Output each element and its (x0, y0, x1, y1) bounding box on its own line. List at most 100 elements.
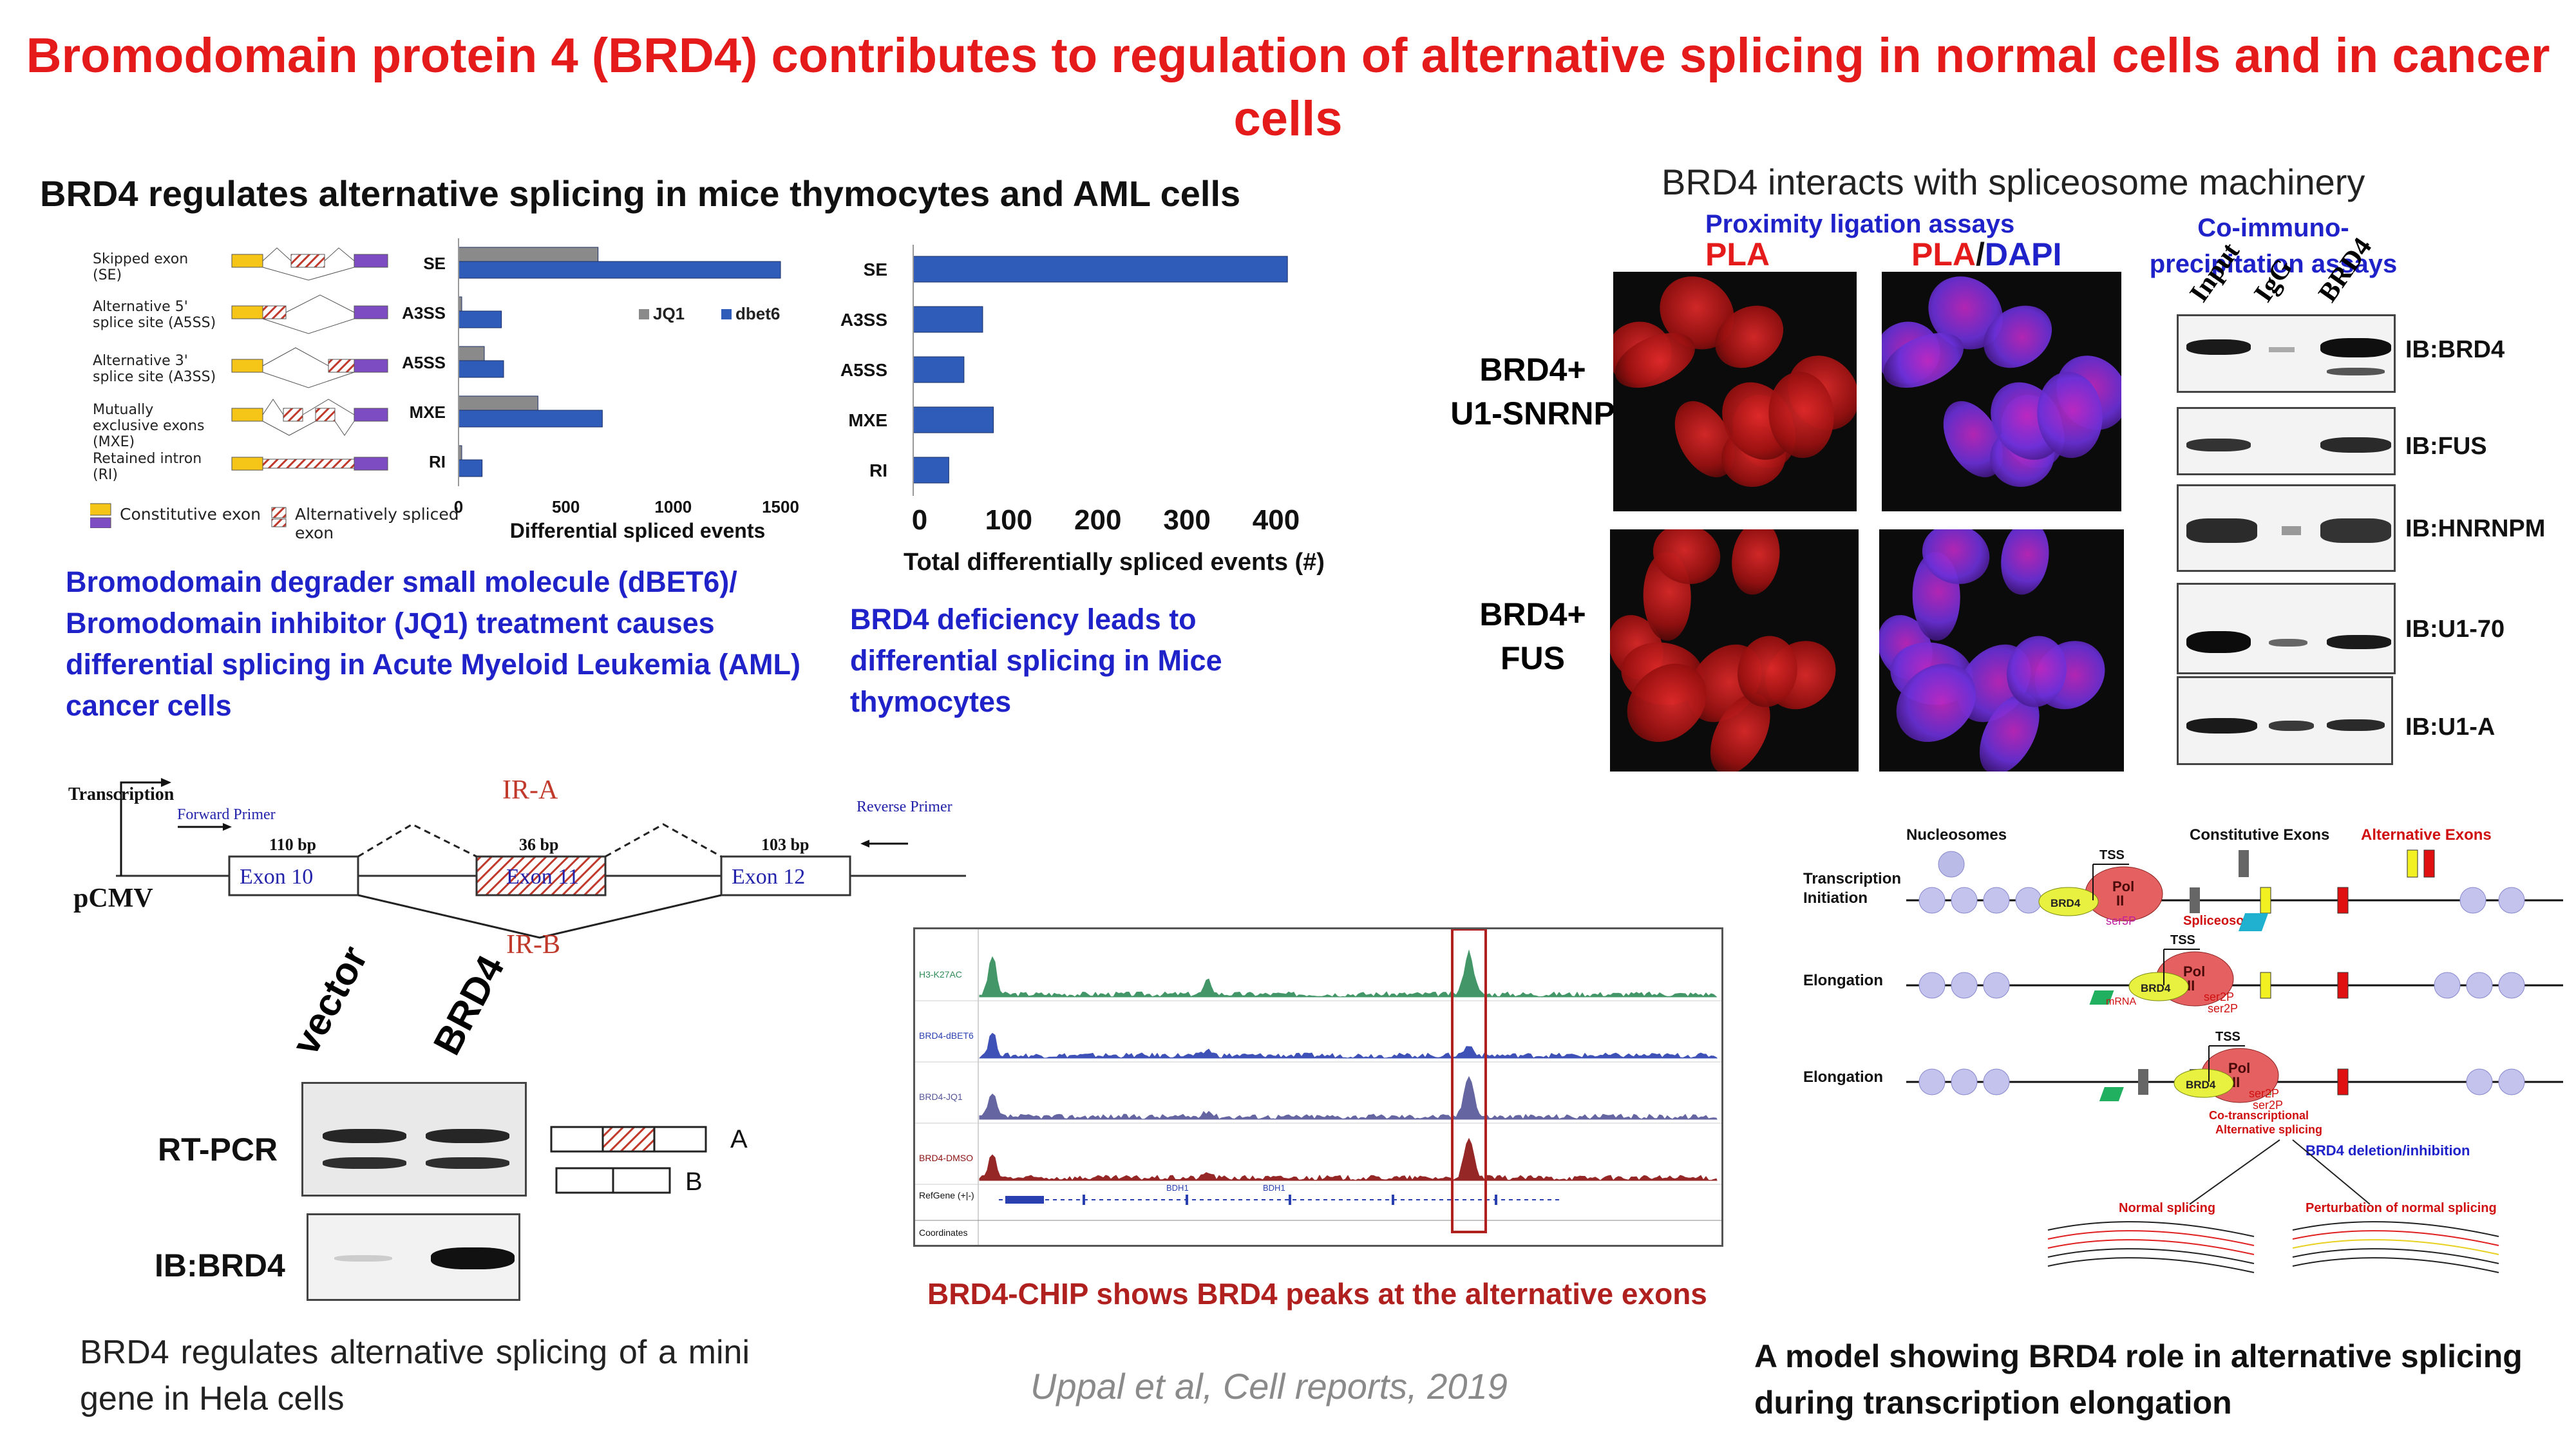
thymocyte-bar-a5ss (913, 356, 965, 383)
thymocyte-bar-se (913, 256, 1288, 283)
chip-gene-exon (1495, 1195, 1497, 1205)
brd4-protein (2128, 972, 2189, 1001)
nucleosome (2015, 887, 2042, 914)
aml-x-tick: 1000 (654, 497, 692, 516)
nucleosome (2434, 972, 2461, 999)
chip-gene-exon (1005, 1196, 1044, 1204)
thymocyte-x-tick: 100 (985, 504, 1032, 536)
aml-caption: Bromodomain degrader small molecule (dBE… (66, 565, 800, 722)
minigene-reverse-primer: Reverse Primer (857, 799, 952, 815)
chip-peak-highlight (1451, 928, 1487, 1233)
thymocyte-x-tick: 200 (1074, 504, 1121, 536)
event-type-mxe: Mutually exclusive exons (MXE) (93, 402, 205, 450)
chip-gene-exon (1289, 1195, 1291, 1205)
ser2p-label: ser2P (2249, 1087, 2279, 1100)
tss-label: TSS (2099, 848, 2125, 862)
ser5p-label: ser5P (2106, 914, 2136, 927)
pol-ii-label: II (2116, 893, 2124, 909)
aml-section-heading: BRD4 regulates alternative splicing in m… (40, 173, 1241, 214)
aml-chart-xlabel: Differential spliced events (510, 519, 766, 542)
model-constitutive-label: Constitutive Exons (2190, 826, 2329, 844)
ib-fus-label: IB:FUS (2405, 433, 2487, 460)
mrna-strand (2047, 1257, 2255, 1273)
event-type-legend: Skipped exon (SE) Alternative 5' splice … (90, 245, 459, 542)
mrna-strand (2292, 1257, 2499, 1273)
mrna-strand (2292, 1239, 2499, 1255)
nucleosome (1951, 1068, 1978, 1095)
lane-brd4-minigene: BRD4 (424, 948, 513, 1062)
model-caption: A model showing BRD4 role in alternative… (1754, 1338, 2523, 1421)
pla-image-fus-dapi (1879, 529, 2124, 772)
alternative-exon (2337, 887, 2349, 914)
coip-blot-hnrnpm (2177, 484, 2396, 572)
nucleosome (1983, 972, 2010, 999)
pol-ii-label: Pol (2183, 963, 2205, 980)
minigene-forward-primer: Forward Primer (177, 806, 276, 823)
minigene-caption: BRD4 regulates alternative splicing of a… (80, 1334, 750, 1417)
chip-track-signal (979, 1137, 1718, 1181)
ser2p-label: ser2P (2253, 1099, 2283, 1112)
pla-image-u1-pla (1613, 272, 1857, 511)
isoform-a-label: A (730, 1125, 748, 1153)
ser2p-label: ser2P (2204, 990, 2234, 1003)
pla-row1-label: BRD4+ U1-SNRNP (1423, 348, 1642, 435)
pla-dapi-column-label: PLA/DAPI (1911, 236, 2061, 273)
event-type-se: Skipped exon (SE) (93, 251, 189, 283)
aml-category-label: RI (429, 452, 446, 471)
nucleosome (2466, 1068, 2493, 1095)
chip-gene-exon (1392, 1195, 1394, 1205)
nucleosome-icon (1938, 851, 1965, 878)
minigene-transcription: Transcription (68, 784, 175, 804)
aml-bar-a3ss-dbet6 (458, 310, 502, 328)
cell-nucleus (1996, 529, 2054, 599)
chip-gene-exon (1083, 1195, 1085, 1205)
minigene-ib-blot (307, 1213, 520, 1301)
thymocyte-x-tick: 400 (1253, 504, 1300, 536)
ir-b-label: IR-B (506, 930, 560, 960)
chip-track-signal (979, 949, 1718, 998)
lane-igg: IgG (2248, 253, 2299, 308)
event-type-diagrams (90, 247, 388, 528)
thymocyte-bar-mxe (913, 406, 994, 433)
pol-ii-label: II (2232, 1074, 2240, 1090)
brd4-protein (2174, 1068, 2234, 1098)
brd4-protein (2038, 887, 2099, 916)
pol-ii-label: II (2187, 978, 2195, 994)
legend-alternative-exon: Alternatively spliced exon (295, 505, 459, 542)
alternative-exon (2337, 1068, 2349, 1095)
model-row-label: Elongation (1803, 972, 1883, 989)
rtpcr-gel (301, 1082, 527, 1197)
chip-caption: BRD4-CHIP shows BRD4 peaks at the altern… (927, 1277, 1707, 1311)
cell-nucleus (1727, 529, 1785, 599)
mrna-strand (2047, 1248, 2255, 1264)
pla-dapi-pla: PLA (1911, 236, 1976, 272)
exon12-size: 103 bp (761, 835, 809, 854)
mrna-strand (2047, 1221, 2255, 1237)
thymocyte-category-label: SE (864, 260, 887, 279)
normal-splicing-label: Normal splicing (2119, 1201, 2215, 1215)
brd4-model-diagram: Nucleosomes Constitutive Exons Alternative… (1803, 826, 2563, 1273)
legend-swatch-jq1 (639, 309, 649, 319)
legend-jq1: JQ1 (653, 304, 685, 323)
chip-gene-exon (1186, 1195, 1188, 1205)
alternative-exon (2260, 972, 2271, 999)
ir-a-label: IR-A (502, 775, 558, 805)
model-arrow (2292, 1139, 2371, 1205)
event-type-ri: Retained intron (RI) (93, 451, 202, 483)
spliceosome-section-heading: BRD4 interacts with spliceosome machiner… (1662, 162, 2365, 202)
pla-image-fus-pla (1610, 529, 1859, 772)
chip-gene-name: BDH1 (1263, 1183, 1285, 1193)
nucleosome (2498, 887, 2525, 914)
chip-track-label: H3-K27AC (919, 969, 962, 980)
nucleosome (1983, 887, 2010, 914)
aml-category-label: A5SS (402, 353, 446, 372)
brd4-deletion-label: BRD4 deletion/inhibition (2306, 1142, 2470, 1159)
thymocyte-x-tick: 0 (912, 504, 927, 536)
page-title: Bromodomain protein 4 (BRD4) contributes… (26, 28, 2550, 146)
rtpcr-label: RT-PCR (158, 1132, 278, 1168)
pol-ii-label: Pol (2112, 878, 2134, 895)
minigene-ib-label: IB:BRD4 (155, 1247, 285, 1283)
pla-assay-label: Proximity ligation assays (1705, 210, 2015, 238)
nucleosome (1951, 887, 1978, 914)
aml-bar-se-dbet6 (458, 261, 781, 279)
